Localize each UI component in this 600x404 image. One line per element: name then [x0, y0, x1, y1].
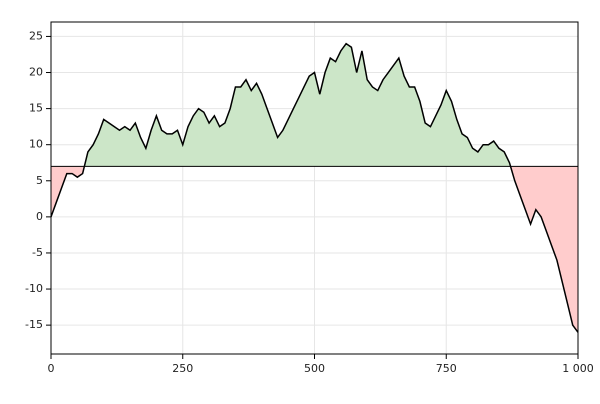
x-tick-label: 250	[172, 362, 193, 375]
plot-frame	[50, 21, 579, 355]
y-tick-label: 25	[29, 29, 43, 42]
y-tick-label: 0	[36, 210, 43, 223]
y-tick-label: 15	[29, 102, 43, 115]
y-tick-label: -5	[32, 246, 43, 259]
y-tick-label: 10	[29, 138, 43, 151]
line	[50, 42, 579, 333]
y-tick-label: 5	[36, 174, 43, 187]
area-below	[51, 166, 578, 333]
x-tick-label: 500	[304, 362, 325, 375]
y-tick-label: -15	[25, 318, 43, 331]
area-above	[84, 43, 511, 167]
x-tick-label: 750	[436, 362, 457, 375]
x-tick-label: 0	[48, 362, 55, 375]
x-tick-label: 1 000	[562, 362, 594, 375]
y-tick-label: 20	[29, 66, 43, 79]
y-tick-label: -10	[25, 282, 43, 295]
